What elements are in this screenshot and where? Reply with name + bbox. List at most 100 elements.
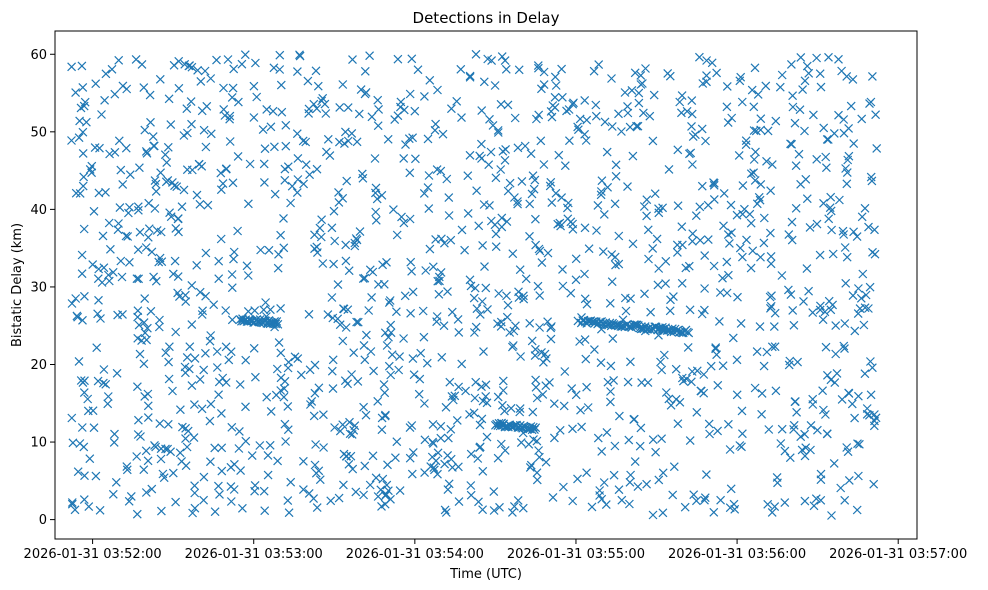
data-point [445,377,455,387]
data-point [726,200,736,210]
data-point [454,327,464,337]
data-point [348,464,358,474]
data-point [513,197,522,206]
data-point [853,309,863,319]
data-point [580,223,590,233]
data-point [80,471,89,481]
data-point [725,445,735,454]
data-point [407,469,417,479]
data-point [434,289,444,299]
data-point [515,404,525,414]
data-point [826,192,836,202]
data-point [440,459,450,469]
data-point [661,388,671,397]
data-point [841,278,851,288]
data-point [193,65,203,75]
data-point [643,225,653,235]
data-point [233,151,243,161]
data-point [728,333,738,343]
data-point [314,466,324,476]
data-point [629,414,639,424]
plot-area-frame [54,30,918,540]
data-point [608,334,618,344]
data-point [812,425,822,435]
data-point [633,482,643,492]
data-point [657,365,667,375]
data-point [496,99,506,109]
y-tick-label: 60 [30,48,47,63]
data-point [114,219,123,228]
data-point [520,141,530,151]
data-point [599,209,609,219]
data-point [513,199,523,209]
data-point [446,235,456,245]
data-point [241,355,251,365]
data-point [736,318,746,328]
data-point [568,424,577,434]
data-point [414,389,424,399]
data-point [853,439,862,449]
data-point [546,177,556,187]
data-point [98,378,108,388]
data-point [568,496,578,506]
data-point [860,303,870,313]
data-point [190,353,200,363]
data-point [687,96,697,106]
data-point [305,400,315,409]
data-point [133,415,143,425]
data-point [508,249,518,259]
data-point [749,126,759,136]
data-point [471,49,481,59]
data-point [212,363,222,372]
data-point [518,503,528,513]
data-point [624,499,634,509]
data-point [825,203,835,213]
data-point [413,65,423,75]
data-point [811,494,821,504]
data-point [661,256,671,266]
data-point [865,282,875,292]
data-point [391,307,401,317]
data-point [134,274,144,284]
data-point [280,164,290,174]
data-point [341,256,351,266]
data-point [142,323,152,333]
data-point [493,319,502,329]
data-point [697,124,707,134]
data-point [558,264,567,274]
data-point [187,280,197,290]
data-point [156,454,166,464]
data-point [338,304,348,314]
data-point [559,401,569,411]
data-point [506,403,516,413]
data-point [527,189,537,199]
data-point [384,361,394,371]
data-point [707,58,717,68]
data-point [558,482,568,492]
data-point [465,150,475,160]
data-point [677,91,687,101]
data-point [341,323,351,332]
data-point [281,141,291,151]
data-point [343,379,353,389]
data-point [871,110,881,120]
data-point [94,264,104,274]
data-point [457,113,466,123]
data-point [140,328,150,338]
data-point [526,149,536,159]
data-point [426,462,436,472]
data-point [516,438,526,448]
x-axis-label: Time (UTC) [449,567,522,582]
data-point [698,79,708,88]
data-point [457,359,467,369]
data-point [724,238,734,248]
data-point [80,376,89,386]
data-point [393,54,403,64]
data-point [372,194,382,204]
data-point [532,468,542,478]
data-point [767,160,777,170]
data-point [274,249,283,259]
data-point [247,451,257,461]
data-point [395,352,405,362]
data-point [526,460,536,470]
